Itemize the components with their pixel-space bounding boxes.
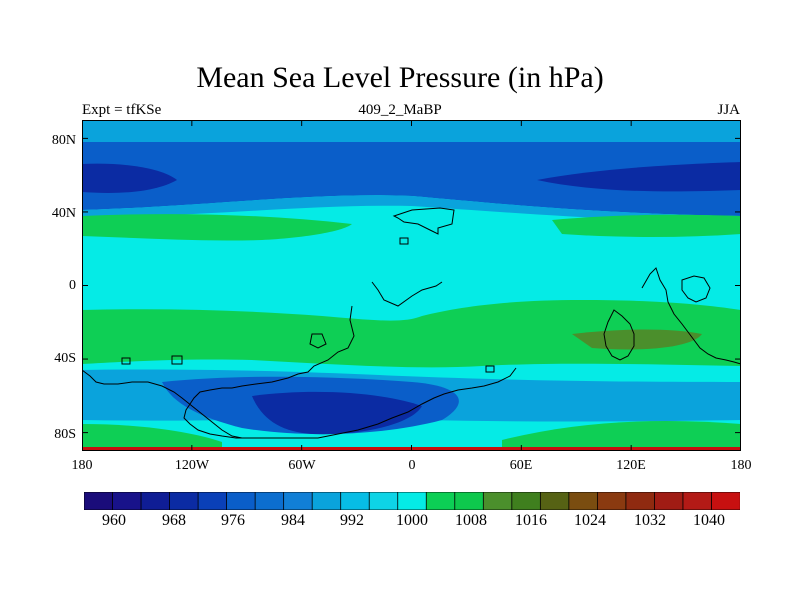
- coastline-eastern-islands: [603, 309, 635, 361]
- field-band-subpolar-core: [82, 163, 177, 193]
- colorbar-swatch-1016: [511, 492, 542, 510]
- colorbar-swatch-1008: [454, 492, 484, 510]
- lat-label-80n: 80N: [51, 133, 76, 148]
- field-band-north-subtropical-high-east: [552, 214, 741, 237]
- colorbar-label-1024: 1024: [574, 512, 606, 529]
- coastline-southwest-island: [309, 333, 327, 349]
- lat-label-40n: 40N: [51, 206, 76, 221]
- colorbar-swatch-1024: [568, 492, 599, 510]
- colorbar-swatch-1036: [654, 492, 684, 510]
- lat-label-equator: 0: [69, 278, 76, 293]
- lon-label-0: 0: [408, 458, 416, 473]
- field-band-antarctic-east: [502, 421, 741, 451]
- lon-label-60w: 60W: [288, 458, 316, 473]
- colorbar-swatch-972: [197, 492, 228, 510]
- lon-label-180-east: 180: [730, 458, 752, 473]
- experiment-label: Expt = tfKSe: [82, 102, 162, 118]
- field-band-antarctic: [82, 424, 222, 451]
- colorbar-swatch-1044: [711, 492, 740, 510]
- field-band-subpolar-edge: [82, 195, 741, 224]
- colorbar-label-976: 976: [221, 512, 245, 529]
- colorbar-swatch-1032: [625, 492, 656, 510]
- colorbar-swatch-988: [311, 492, 342, 510]
- colorbar-label-1032: 1032: [634, 512, 666, 529]
- colorbar: [84, 492, 740, 510]
- pressure-map: [82, 120, 741, 451]
- field-band-north-subtropical-high: [82, 214, 352, 241]
- lat-label-40s: 40S: [54, 351, 76, 366]
- colorbar-swatch-992: [340, 492, 370, 510]
- coastline-east-peninsula: [681, 275, 711, 303]
- coastline-eastern-continent: [641, 267, 741, 365]
- experiment-period-label: 409_2_MaBP: [358, 102, 442, 118]
- coastline-peninsula: [371, 281, 443, 307]
- colorbar-swatch-996: [368, 492, 399, 510]
- coastline-northern-islands: [392, 207, 455, 235]
- field-band-subpolar-low: [82, 142, 741, 216]
- colorbar-label-1008: 1008: [455, 512, 487, 529]
- season-label: JJA: [717, 102, 740, 118]
- lon-label-180-west: 180: [71, 458, 93, 473]
- colorbar-swatch-984: [283, 492, 313, 510]
- colorbar-swatch-1004: [425, 492, 456, 510]
- colorbar-swatch-1020: [539, 492, 570, 510]
- colorbar-label-1016: 1016: [515, 512, 547, 529]
- colorbar-label-992: 992: [340, 512, 364, 529]
- colorbar-label-1000: 1000: [396, 512, 428, 529]
- coastline-small-island: [399, 237, 409, 245]
- colorbar-label-960: 960: [102, 512, 126, 529]
- colorbar-label-968: 968: [162, 512, 186, 529]
- field-band-arctic: [82, 120, 741, 142]
- coastline-central-continent: [183, 305, 517, 439]
- coastline-southern-isles: [121, 355, 495, 373]
- coastlines: [82, 207, 741, 439]
- colorbar-swatch-1000: [397, 492, 427, 510]
- colorbar-swatch-1028: [596, 492, 627, 510]
- lat-label-80s: 80S: [54, 427, 76, 442]
- colorbar-label-1040: 1040: [693, 512, 725, 529]
- colorbar-swatch-964: [140, 492, 171, 510]
- colorbar-swatch-1012: [482, 492, 513, 510]
- colorbar-swatch-960: [112, 492, 142, 510]
- lon-label-120w: 120W: [174, 458, 210, 473]
- field-band-south-subtropical-high: [82, 300, 741, 368]
- field-band-subpolar-core-east: [537, 162, 741, 192]
- map-title: Mean Sea Level Pressure (in hPa): [196, 61, 604, 94]
- colorbar-label-984: 984: [281, 512, 305, 529]
- lon-label-120e: 120E: [616, 458, 646, 473]
- coastline-southern-shelf: [82, 369, 258, 439]
- colorbar-swatch-968: [169, 492, 199, 510]
- colorbar-swatch-956: [84, 492, 114, 510]
- colorbar-swatch-1040: [682, 492, 713, 510]
- lon-label-60e: 60E: [509, 458, 533, 473]
- colorbar-swatch-976: [226, 492, 256, 510]
- colorbar-swatch-980: [254, 492, 285, 510]
- axis-ticks: [82, 120, 741, 451]
